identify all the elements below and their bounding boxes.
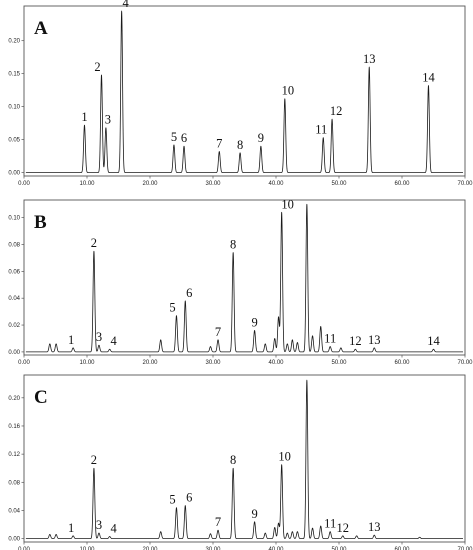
peak-label: 9: [251, 507, 257, 521]
peak-label: 6: [181, 131, 187, 145]
x-tick-label: 10.00: [79, 547, 95, 550]
y-tick-label: 0.04: [8, 508, 20, 514]
x-tick-label: 20.00: [142, 360, 158, 366]
x-tick-label: 50.00: [331, 181, 347, 187]
x-tick-label: 70.00: [457, 360, 473, 366]
peak-label: 1: [68, 521, 74, 535]
x-tick-label: 20.00: [142, 547, 158, 550]
x-tick-label: 40.00: [268, 181, 284, 187]
peak-label: 7: [216, 136, 222, 150]
x-tick-label: 40.00: [268, 360, 284, 366]
x-tick-label: 0.00: [18, 547, 30, 550]
y-tick-label: 0.06: [8, 269, 20, 275]
peak-label: 12: [330, 104, 343, 118]
peak-label: 1: [68, 333, 74, 347]
peak-label: 11: [324, 517, 336, 531]
chromatogram-trace: [25, 379, 464, 540]
y-tick-label: 0.04: [8, 296, 20, 302]
y-tick-label: 0.12: [8, 452, 20, 458]
y-tick-label: 0.08: [8, 243, 20, 249]
x-tick-label: 70.00: [457, 547, 473, 550]
y-tick-label: 0.00: [8, 537, 20, 543]
peak-label: 5: [169, 493, 175, 507]
peak-label: 3: [96, 330, 102, 344]
x-tick-label: 10.00: [79, 360, 95, 366]
peak-label: 6: [186, 286, 192, 300]
peak-label: 2: [91, 453, 97, 467]
x-tick-label: 60.00: [394, 360, 410, 366]
peak-label: 8: [237, 138, 243, 152]
peak-label: 4: [123, 0, 130, 10]
x-tick-label: 30.00: [205, 547, 221, 550]
panel-a: A0.00 10.00 20.00 30.00 40.00 50.00 60.00 70.00…: [8, 0, 473, 187]
y-tick-label: 0.00: [8, 171, 20, 177]
peak-label: 4: [111, 334, 118, 348]
plot-frame: [23, 374, 466, 543]
peak-label: 12: [337, 521, 350, 535]
peak-label: 14: [422, 71, 435, 85]
peak-label: 4: [111, 522, 118, 536]
x-tick-label: 50.00: [331, 360, 347, 366]
peak-label: 12: [349, 334, 362, 348]
x-tick-label: 40.00: [268, 547, 284, 550]
peak-label: 5: [171, 130, 177, 144]
peak-label: 10: [278, 450, 291, 464]
y-tick-label: 0.15: [8, 72, 20, 78]
peak-label: 10: [281, 197, 294, 211]
x-tick-label: 0.00: [18, 360, 30, 366]
y-tick-label: 0.20: [8, 39, 20, 45]
peak-label: 1: [81, 110, 87, 124]
x-tick-label: 60.00: [394, 181, 410, 187]
peak-label: 9: [258, 131, 264, 145]
peak-label: 5: [169, 301, 175, 315]
chromatogram-trace: [25, 203, 464, 353]
x-tick-label: 20.00: [142, 181, 158, 187]
peak-label: 6: [186, 491, 192, 505]
x-tick-label: 0.00: [18, 181, 30, 187]
peak-label: 8: [230, 453, 236, 467]
x-tick-label: 70.00: [457, 181, 473, 187]
x-tick-label: 30.00: [205, 360, 221, 366]
panel-b: B0.00 10.00 20.00 30.00 40.00 50.00 60.00 70.00…: [8, 197, 473, 366]
peak-label: 2: [94, 60, 100, 74]
y-tick-label: 0.08: [8, 480, 20, 486]
peak-label: 3: [96, 518, 102, 532]
chromatogram-trace: [25, 10, 464, 174]
y-tick-label: 0.10: [8, 105, 20, 111]
y-tick-label: 0.02: [8, 323, 20, 329]
y-tick-label: 0.20: [8, 396, 20, 402]
panel-c: C0.00 10.00 20.00 30.00 40.00 50.00 60.00 70.00…: [8, 374, 473, 550]
plot-frame: [23, 199, 466, 356]
x-tick-label: 50.00: [331, 547, 347, 550]
peak-label: 2: [91, 236, 97, 250]
x-tick-label: 60.00: [394, 547, 410, 550]
peak-label: 13: [368, 520, 381, 534]
peak-label: 9: [251, 315, 257, 329]
panel-letter: B: [34, 212, 47, 233]
panel-letter: C: [34, 387, 48, 408]
peak-label: 13: [363, 52, 376, 66]
peak-label: 11: [315, 123, 327, 137]
peak-label: 13: [368, 333, 381, 347]
x-tick-label: 10.00: [79, 181, 95, 187]
peak-label: 7: [215, 515, 221, 529]
y-tick-label: 0.10: [8, 216, 20, 222]
x-tick-label: 30.00: [205, 181, 221, 187]
y-tick-label: 0.05: [8, 138, 20, 144]
plot-frame: [23, 5, 466, 177]
peak-label: 11: [324, 332, 336, 346]
peak-label: 8: [230, 238, 236, 252]
peak-label: 10: [282, 84, 295, 98]
y-tick-label: 0.00: [8, 350, 20, 356]
panel-letter: A: [34, 18, 48, 39]
peak-label: 7: [215, 325, 221, 339]
peak-label: 14: [427, 334, 440, 348]
y-tick-label: 0.16: [8, 424, 20, 430]
peak-label: 3: [105, 113, 111, 127]
